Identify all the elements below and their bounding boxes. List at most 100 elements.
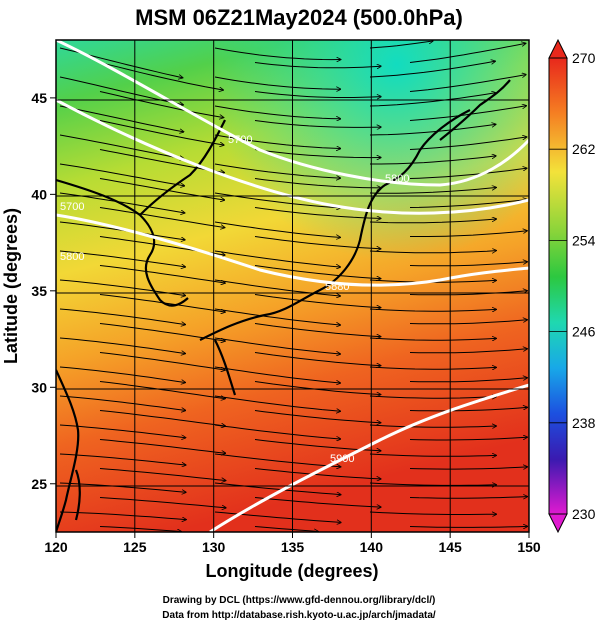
streamline: [99, 265, 225, 284]
x-tick-label: 135: [281, 539, 305, 555]
y-axis: 25 30 35 40 45: [31, 90, 56, 492]
streamline: [369, 338, 496, 340]
streamline: [410, 231, 527, 237]
streamline: [409, 378, 527, 383]
streamline: [369, 124, 496, 136]
contour-label: 5800: [385, 173, 409, 185]
contour-label: 5800: [60, 251, 84, 263]
streamline: [254, 62, 381, 68]
streamline: [214, 47, 340, 60]
plot-area: 5700 5800 5880 5700 5800 5900: [56, 40, 529, 532]
streamline: [409, 526, 527, 527]
streamline: [254, 207, 381, 219]
streamline: [99, 381, 225, 399]
streamline: [254, 323, 380, 337]
colorbar-tick-label: 230: [572, 506, 596, 522]
colorbar-bar: [548, 57, 568, 515]
taiwan-coast: [74, 469, 81, 521]
streamline: [409, 200, 527, 208]
streamline: [214, 163, 340, 178]
contour-5900: [209, 383, 529, 532]
streamline: [99, 323, 225, 342]
streamline: [369, 219, 496, 224]
streamline: [409, 137, 526, 150]
streamline: [99, 497, 226, 508]
streamline: [409, 349, 527, 354]
streamline: [369, 425, 496, 427]
credit-data: Data from http://database.rish.kyoto-u.a…: [162, 610, 436, 621]
streamline: [370, 156, 496, 165]
streamline: [369, 367, 496, 369]
streamline: [254, 352, 380, 366]
streamline: [59, 279, 185, 296]
streamline: [409, 43, 525, 63]
streamline: [254, 265, 380, 279]
streamline: [409, 497, 527, 499]
streamline: [214, 511, 341, 522]
streamline: [214, 105, 340, 119]
grid: [56, 40, 529, 532]
y-tick-label: 40: [31, 186, 47, 202]
contour-5800: [56, 213, 529, 287]
streamline: [254, 236, 380, 249]
contour-label: 5900: [330, 453, 354, 465]
colorbar-min-arrow: [548, 513, 568, 534]
streamline: [369, 309, 496, 311]
streamline: [214, 453, 340, 467]
streamline: [214, 366, 340, 383]
colorbar: 270 262 254 246 238 230: [548, 38, 596, 534]
x-tick-label: 130: [202, 539, 226, 555]
streamline: [99, 468, 225, 481]
streamline: [214, 424, 340, 439]
streamline: [59, 453, 186, 465]
x-tick-label: 140: [360, 539, 384, 555]
y-tick-label: 30: [31, 379, 47, 395]
streamline: [59, 395, 185, 410]
streamline: [254, 91, 381, 98]
credit-drawing: Drawing by DCL (https://www.gfd-dennou.o…: [163, 595, 436, 606]
streamline: [99, 207, 224, 228]
streamline: [59, 337, 185, 354]
japan-coast: [199, 109, 471, 341]
streamline: [59, 424, 185, 438]
contour-label: 5700: [228, 134, 252, 146]
colorbar-tick-label: 254: [572, 232, 596, 248]
contours: [56, 40, 529, 532]
x-tick-label: 125: [123, 539, 147, 555]
streamline: [59, 250, 185, 267]
streamline: [214, 221, 340, 237]
streamline: [369, 188, 496, 194]
streamline: [254, 410, 380, 423]
colorbar-max-arrow: [548, 38, 568, 59]
china-coast: [56, 369, 80, 532]
streamline: [369, 61, 495, 78]
streamline: [409, 467, 527, 469]
streamline: [254, 468, 381, 479]
korea-coast: [56, 178, 189, 307]
streamline: [254, 149, 381, 158]
streamline: [369, 511, 496, 515]
streamline: [369, 483, 496, 485]
streamline: [409, 407, 527, 412]
contour-5700: [56, 40, 529, 187]
streamline: [59, 308, 185, 325]
colorbar-tick-label: 246: [572, 324, 596, 340]
x-tick-label: 145: [438, 539, 462, 555]
streamline: [59, 482, 186, 492]
streamline: [99, 352, 225, 371]
streamline: [99, 526, 181, 532]
streamline: [214, 308, 340, 325]
streamline: [409, 106, 526, 121]
streamline: [99, 178, 224, 201]
streamline: [254, 294, 380, 308]
streamline: [214, 337, 340, 354]
streamline: [369, 251, 496, 253]
y-tick-label: 45: [31, 90, 47, 106]
x-axis-label: Longitude (degrees): [205, 561, 378, 581]
streamline: [59, 163, 184, 186]
x-axis: 120 125 130 135 140 145 150: [44, 532, 541, 555]
y-tick-label: 25: [31, 476, 47, 492]
streamline: [99, 120, 224, 146]
streamline: [59, 511, 186, 520]
